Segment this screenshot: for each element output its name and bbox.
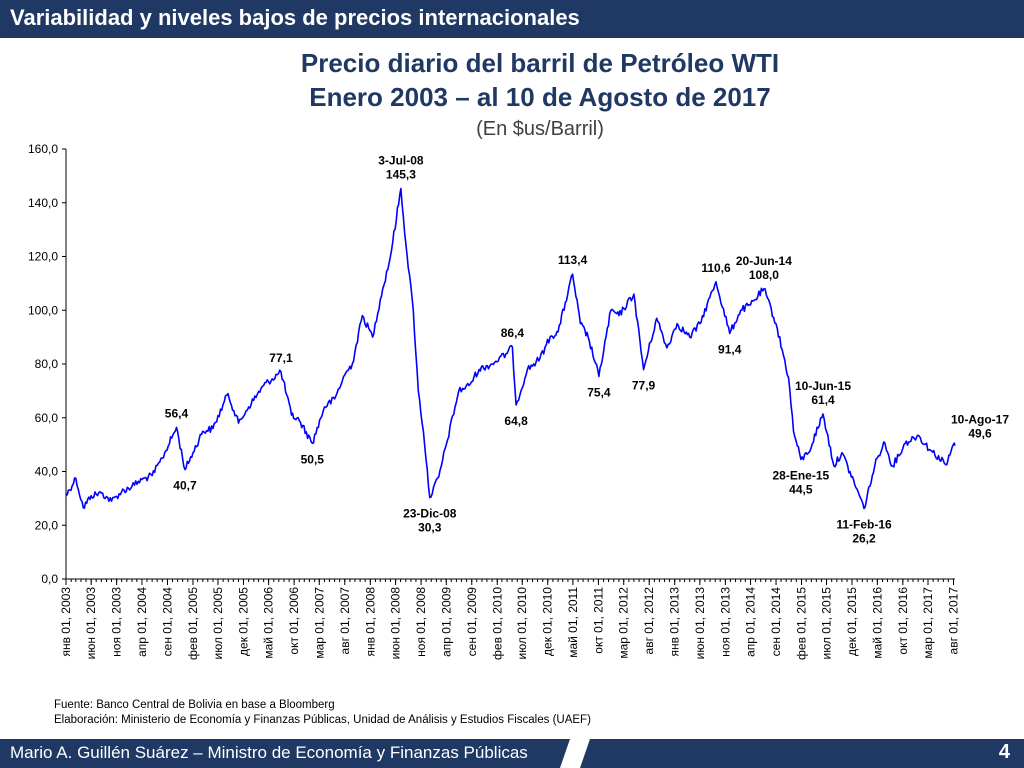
- y-tick-label: 100,0: [28, 303, 58, 317]
- footer-divider-shape: [560, 739, 590, 768]
- x-tick-label: окт 01, 2011: [591, 587, 605, 654]
- x-tick-label: мар 01, 2012: [617, 587, 631, 659]
- footer-author: Mario A. Guillén Suárez – Ministro de Ec…: [10, 743, 528, 762]
- data-label: 77,1: [269, 351, 293, 365]
- data-label: 20-Jun-14: [736, 254, 792, 268]
- series-line: [65, 187, 956, 510]
- chart-title: Precio diario del barril de Petróleo WTI: [300, 48, 780, 78]
- x-tick-label: дек 01, 2005: [236, 587, 250, 656]
- y-tick-label: 160,0: [28, 142, 58, 156]
- data-label: 26,2: [852, 532, 876, 546]
- x-tick-label: сен 01, 2009: [465, 587, 479, 657]
- y-tick-label: 120,0: [28, 250, 58, 264]
- data-label: 108,0: [749, 268, 779, 282]
- x-tick-label: апр 01, 2004: [135, 587, 149, 657]
- data-label: 77,9: [632, 379, 656, 393]
- slide-title: Variabilidad y niveles bajos de precios …: [10, 5, 580, 30]
- x-tick-label: окт 01, 2006: [287, 587, 301, 655]
- x-tick-label: мар 01, 2007: [312, 587, 326, 659]
- x-tick-label: ноя 01, 2013: [718, 587, 732, 657]
- data-label: 56,4: [165, 406, 189, 420]
- elaboration-line: Elaboración: Ministerio de Economía y Fi…: [54, 714, 591, 726]
- x-tick-label: фев 01, 2005: [186, 587, 200, 660]
- chart-unit-label: (En $us/Barril): [476, 118, 604, 140]
- data-label: 50,5: [301, 452, 325, 466]
- y-tick-label: 20,0: [35, 518, 59, 532]
- data-label: 86,4: [501, 326, 525, 340]
- x-tick-label: ноя 01, 2008: [414, 587, 428, 657]
- data-label: 110,6: [701, 261, 731, 275]
- x-tick-label: мар 01, 2017: [921, 587, 935, 659]
- y-tick-label: 60,0: [35, 411, 59, 425]
- data-label: 40,7: [173, 479, 197, 493]
- x-tick-label: май 01, 2016: [870, 587, 884, 659]
- data-label: 61,4: [811, 393, 835, 407]
- x-tick-label: фев 01, 2015: [795, 587, 809, 660]
- x-tick-label: ноя 01, 2003: [110, 587, 124, 657]
- x-tick-label: янв 01, 2003: [59, 587, 73, 657]
- x-tick-label: дек 01, 2015: [845, 587, 859, 656]
- footer-bar: [0, 739, 1024, 768]
- data-label: 113,4: [558, 253, 588, 267]
- data-label: 44,5: [789, 482, 813, 496]
- x-tick-label: сен 01, 2004: [160, 587, 174, 657]
- x-tick-label: июн 01, 2008: [389, 587, 403, 660]
- x-tick-label: июн 01, 2003: [84, 587, 98, 660]
- x-tick-label: июл 01, 2005: [211, 587, 225, 660]
- chart-subtitle: Enero 2003 – al 10 de Agosto de 2017: [309, 82, 771, 112]
- data-label: 75,4: [587, 385, 611, 399]
- x-tick-label: июл 01, 2010: [515, 587, 529, 660]
- x-tick-label: авг 01, 2007: [338, 587, 352, 655]
- x-tick-label: сен 01, 2014: [769, 587, 783, 657]
- data-label: 23-Dic-08: [403, 507, 457, 521]
- x-tick-label: июл 01, 2015: [820, 587, 834, 660]
- data-label: 10-Jun-15: [795, 379, 851, 393]
- source-line: Fuente: Banco Central de Bolivia en base…: [54, 699, 335, 711]
- x-tick-label: авг 01, 2017: [947, 587, 961, 655]
- y-tick-label: 80,0: [35, 357, 59, 371]
- x-tick-label: авг 01, 2012: [642, 587, 656, 655]
- y-tick-label: 140,0: [28, 196, 58, 210]
- data-label: 3-Jul-08: [378, 154, 424, 168]
- data-label: 10-Ago-17: [951, 413, 1009, 427]
- page-number: 4: [998, 741, 1010, 763]
- x-tick-label: апр 01, 2014: [744, 587, 758, 657]
- x-tick-label: май 01, 2006: [262, 587, 276, 659]
- data-label: 64,8: [504, 414, 528, 428]
- x-tick-label: янв 01, 2008: [363, 587, 377, 657]
- data-label: 91,4: [718, 342, 742, 356]
- x-tick-label: июн 01, 2013: [693, 587, 707, 660]
- data-label: 145,3: [386, 168, 416, 182]
- price-line-chart: 0,0 20,0 40,0 60,0 80,0 100,0 120,0 140,0 160,0 я…: [28, 142, 1009, 660]
- x-tick-label: дек 01, 2010: [541, 587, 555, 656]
- x-tick-label: май 01, 2011: [566, 587, 580, 658]
- y-tick-label: 40,0: [35, 465, 59, 479]
- x-tick-label: янв 01, 2013: [668, 587, 682, 657]
- data-label: 11-Feb-16: [836, 518, 892, 532]
- x-tick-label: апр 01, 2009: [439, 587, 453, 657]
- data-label: 28-Ene-15: [773, 468, 830, 482]
- x-tick-label: окт 01, 2016: [896, 587, 910, 655]
- y-tick-label: 0,0: [41, 572, 58, 586]
- x-tick-label: фев 01, 2010: [490, 587, 504, 660]
- data-label: 49,6: [968, 427, 992, 441]
- data-label: 30,3: [418, 521, 442, 535]
- header-bar: [0, 0, 1024, 38]
